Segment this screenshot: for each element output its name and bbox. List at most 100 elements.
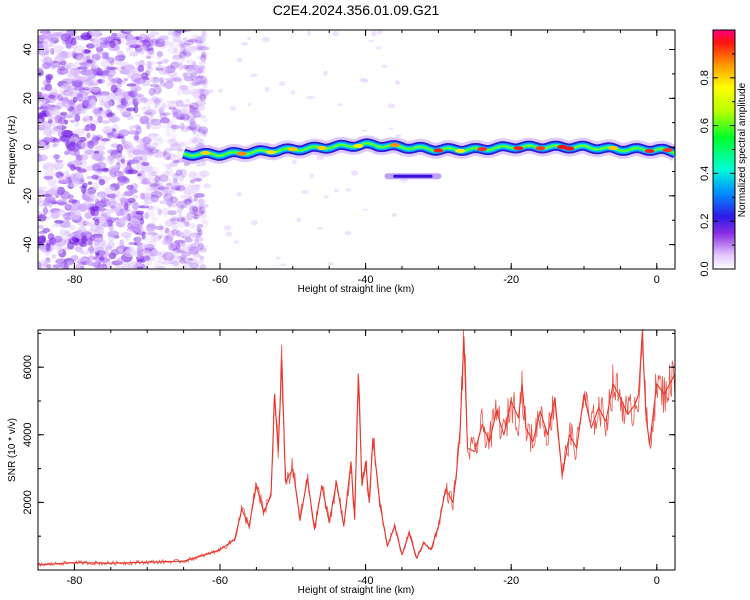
noise-blob (154, 252, 165, 258)
noise-blob (172, 107, 178, 117)
noise-blob (68, 137, 80, 143)
noise-blob (165, 33, 173, 38)
noise-blob (185, 98, 191, 107)
noise-blob (47, 119, 53, 124)
noise-blob (236, 191, 242, 197)
noise-blob (167, 121, 173, 128)
y-tick-label: 40 (22, 43, 34, 55)
y-tick-label: -40 (22, 237, 34, 253)
noise-blob (194, 131, 199, 139)
noise-blob (202, 84, 208, 89)
noise-blob (140, 72, 149, 79)
noise-blob (192, 214, 201, 220)
noise-blob (98, 70, 109, 74)
noise-blob (90, 209, 100, 217)
noise-blob (182, 108, 190, 117)
noise-blob (199, 88, 210, 97)
noise-blob (197, 244, 207, 253)
noise-blob (83, 80, 91, 90)
noise-blob (164, 148, 174, 152)
noise-blob (43, 175, 54, 180)
noise-blob (190, 199, 197, 203)
noise-blob (193, 96, 203, 100)
noise-blob (200, 118, 210, 123)
noise-blob (189, 205, 199, 215)
noise-blob (175, 220, 185, 225)
noise-blob (194, 107, 199, 113)
noise-blob (181, 88, 192, 95)
noise-blob (54, 138, 62, 143)
noise-blob (147, 99, 152, 108)
noise-blob (70, 255, 79, 261)
noise-blob (133, 87, 139, 96)
noise-blob (155, 67, 164, 71)
noise-blob (296, 217, 302, 223)
noise-blob (109, 40, 116, 49)
signal-hotspot (477, 147, 488, 152)
noise-blob (173, 47, 179, 54)
signal-hotspot (433, 148, 444, 153)
noise-blob (163, 235, 173, 244)
noise-blob (195, 177, 202, 182)
noise-blob (152, 142, 159, 148)
noise-blob (76, 172, 83, 179)
noise-blob (153, 98, 161, 106)
noise-blob (189, 262, 200, 269)
noise-blob (197, 198, 205, 205)
noise-blob (97, 116, 103, 124)
noise-blob (188, 200, 199, 208)
noise-blob (168, 30, 180, 36)
noise-blob (170, 72, 180, 79)
y-tick-label: 20 (22, 92, 34, 104)
noise-blob (190, 264, 200, 268)
noise-blob (191, 257, 197, 263)
noise-blob (90, 64, 99, 70)
noise-blob (109, 116, 121, 123)
noise-blob (38, 140, 45, 148)
noise-blob (124, 202, 129, 211)
noise-blob (169, 196, 178, 204)
noise-blob (141, 106, 152, 112)
noise-blob (175, 184, 186, 192)
noise-blob (198, 65, 206, 74)
noise-blob (180, 125, 190, 133)
noise-blob (168, 42, 175, 48)
noise-blob (174, 182, 185, 189)
noise-blob (93, 239, 100, 247)
noise-blob (178, 110, 189, 116)
noise-blob (57, 180, 67, 184)
noise-blob (38, 112, 48, 117)
noise-blob (165, 167, 174, 177)
noise-blob (333, 188, 339, 193)
noise-blob (70, 119, 75, 124)
noise-blob (183, 262, 191, 269)
noise-blob (82, 182, 88, 189)
noise-blob (201, 30, 209, 39)
noise-blob (132, 201, 139, 211)
noise-blob (174, 239, 186, 244)
noise-blob (64, 229, 71, 236)
noise-blob (150, 118, 162, 126)
noise-blob (96, 51, 103, 55)
noise-blob (186, 185, 195, 192)
noise-blob (134, 95, 146, 102)
noise-blob (183, 64, 190, 70)
noise-blob (135, 235, 142, 245)
noise-blob (154, 38, 166, 48)
noise-blob (186, 116, 196, 120)
noise-blob (196, 133, 204, 137)
noise-blob (188, 186, 200, 194)
noise-blob (174, 186, 180, 191)
noise-blob (165, 120, 171, 126)
noise-blob (124, 94, 130, 102)
noise-blob (168, 138, 177, 142)
noise-blob (164, 235, 169, 242)
noise-blob (193, 213, 199, 220)
noise-blob (247, 102, 252, 107)
noise-blob (136, 266, 143, 269)
noise-blob (89, 30, 101, 37)
signal-hotspot (455, 148, 466, 153)
noise-blob (185, 257, 193, 261)
noise-blob (182, 37, 188, 42)
noise-blob (141, 39, 151, 48)
